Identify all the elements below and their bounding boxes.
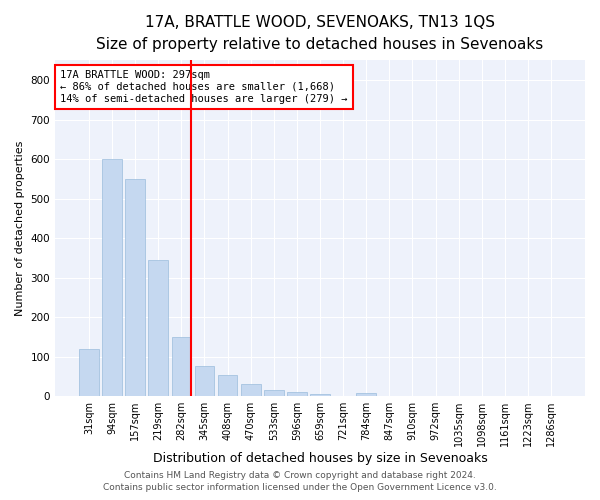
Bar — [287, 392, 307, 396]
X-axis label: Distribution of detached houses by size in Sevenoaks: Distribution of detached houses by size … — [152, 452, 487, 465]
Bar — [148, 260, 168, 396]
Bar — [264, 390, 284, 396]
Bar — [172, 337, 191, 396]
Bar — [356, 394, 376, 396]
Bar — [102, 159, 122, 396]
Text: 17A BRATTLE WOOD: 297sqm
← 86% of detached houses are smaller (1,668)
14% of sem: 17A BRATTLE WOOD: 297sqm ← 86% of detach… — [61, 70, 348, 104]
Y-axis label: Number of detached properties: Number of detached properties — [15, 140, 25, 316]
Title: 17A, BRATTLE WOOD, SEVENOAKS, TN13 1QS
Size of property relative to detached hou: 17A, BRATTLE WOOD, SEVENOAKS, TN13 1QS S… — [97, 15, 544, 52]
Bar — [125, 179, 145, 396]
Bar — [79, 348, 99, 396]
Bar — [310, 394, 330, 396]
Bar — [218, 375, 238, 396]
Text: Contains HM Land Registry data © Crown copyright and database right 2024.
Contai: Contains HM Land Registry data © Crown c… — [103, 471, 497, 492]
Bar — [241, 384, 260, 396]
Bar — [194, 366, 214, 396]
